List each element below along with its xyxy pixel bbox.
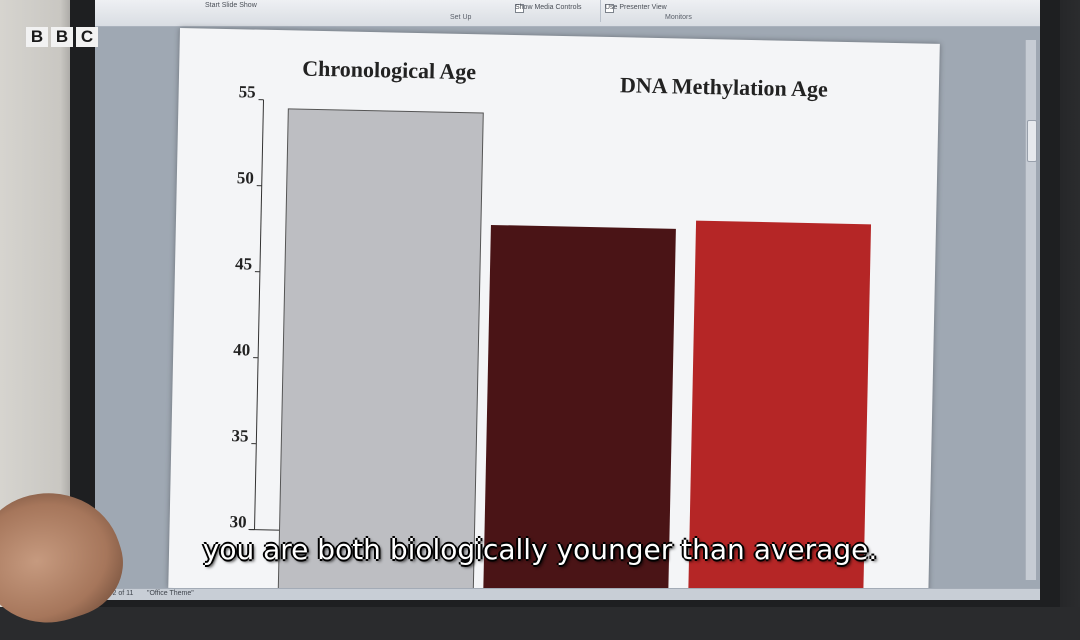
bbc-logo: B B C (26, 27, 98, 47)
y-tick-label: 40 (233, 340, 250, 359)
powerpoint-ribbon: Start Slide Show Set Up Show Media Contr… (95, 0, 1040, 27)
media-controls-text: Show Media Controls (515, 4, 582, 11)
slide-canvas: 30 35 40 45 50 55 Chronological Age DNA Methyla… (168, 28, 940, 600)
y-tick-label: 50 (237, 168, 254, 187)
y-tick-label: 55 (238, 82, 255, 101)
logo-letter-1: B (26, 27, 48, 47)
set-up-group-label: Set Up (450, 14, 471, 21)
monitor-screen: Start Slide Show Set Up Show Media Contr… (95, 0, 1040, 600)
theme-name: "Office Theme" (147, 590, 194, 597)
bar-chart: 30 35 40 45 50 55 Chronological Age DNA Methyla… (168, 28, 940, 600)
logo-letter-2: B (51, 27, 73, 47)
logo-letter-3: C (76, 27, 98, 47)
subtitle-caption: you are both biologically younger than a… (0, 533, 1080, 566)
ribbon-separator (600, 0, 601, 22)
status-bar: Slide 2 of 11 "Office Theme" (95, 588, 1040, 600)
heading-chronological-age: Chronological Age (302, 56, 476, 85)
y-tick-label: 30 (229, 512, 246, 531)
monitors-group-label: Monitors (665, 14, 692, 21)
vertical-scrollbar[interactable] (1025, 40, 1036, 580)
y-tick-label: 35 (231, 426, 248, 445)
y-axis-line (255, 100, 264, 530)
heading-dna-methylation-age: DNA Methylation Age (620, 72, 828, 101)
start-slide-show-label[interactable]: Start Slide Show (205, 2, 257, 9)
scrollbar-thumb[interactable] (1027, 120, 1037, 162)
y-tick-label: 45 (235, 254, 252, 273)
presenter-view-text: Use Presenter View (605, 4, 667, 11)
bar-1 (278, 109, 483, 594)
